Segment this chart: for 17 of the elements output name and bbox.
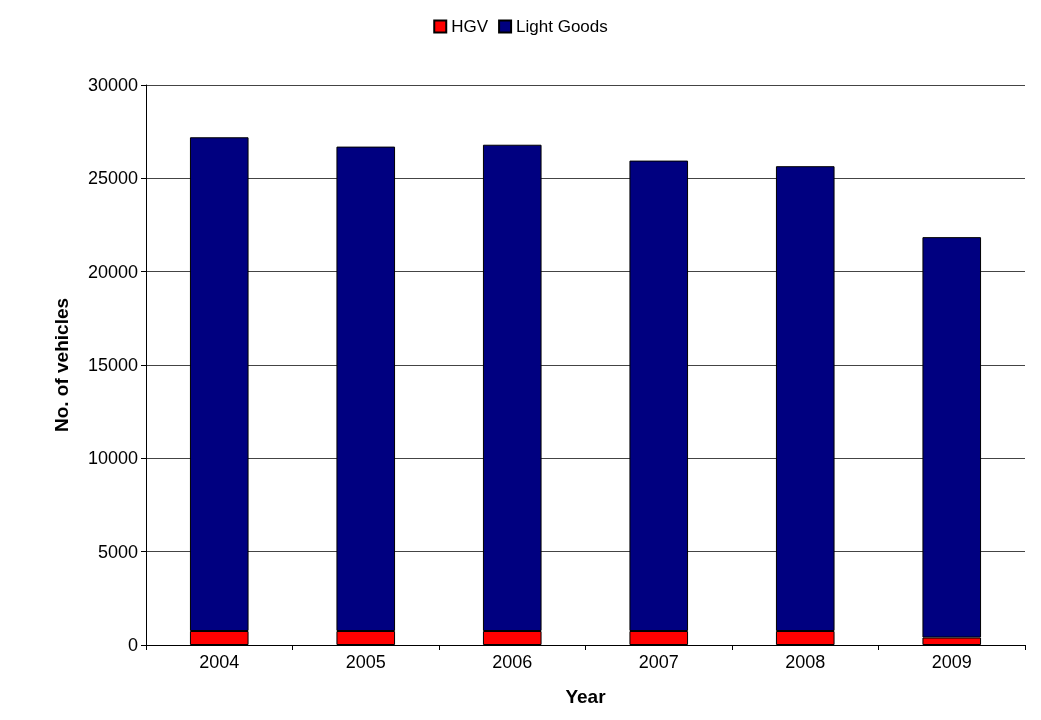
y-tick-label: 5000 [97,541,138,562]
legend-label: Light Goods [516,17,608,36]
x-tick-label: 2005 [345,652,386,672]
y-tick-label: 20000 [87,261,138,282]
y-axis-title: No. of vehicles [51,297,72,433]
y-tick-label: 15000 [87,355,138,375]
x-tick-label: 2004 [199,652,240,672]
y-tick-label: 25000 [87,168,138,189]
x-axis-title: Year [565,686,607,707]
x-tick-label: 2006 [492,652,533,672]
x-tick-label: 2009 [931,652,972,672]
legend-label: HGV [451,17,489,36]
x-tick-label: 2007 [638,652,679,672]
y-tick-label: 30000 [87,75,138,95]
y-tick-label: 0 [127,635,138,655]
y-tick-label: 10000 [87,448,138,469]
x-tick-label: 2008 [785,652,826,672]
